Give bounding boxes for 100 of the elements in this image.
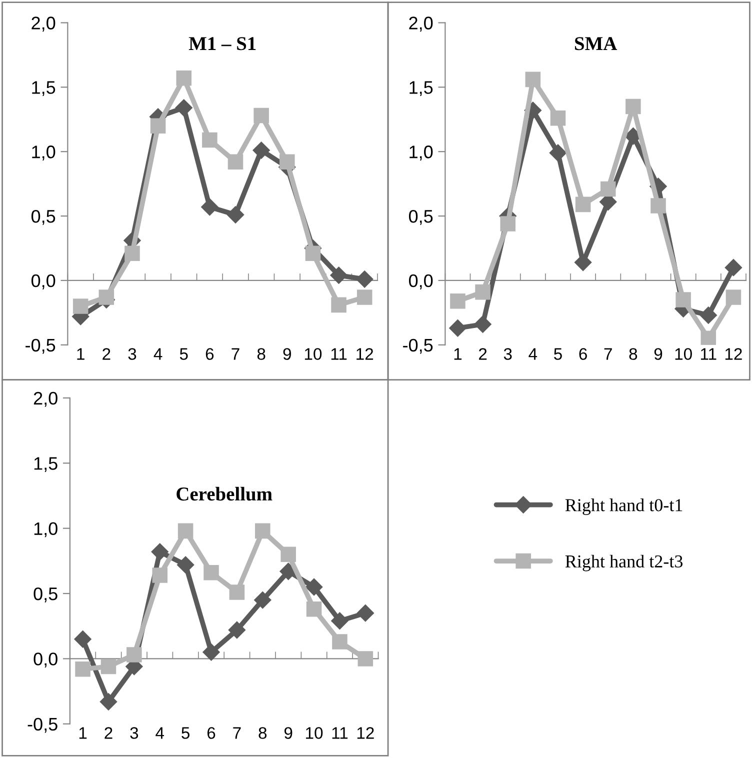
point: [75, 661, 90, 677]
x-tick-label: 11: [331, 348, 347, 360]
point: [124, 246, 140, 262]
text: Cerebellum: [176, 486, 272, 501]
point: [280, 154, 295, 170]
point: [600, 181, 616, 197]
y-tick-label: 1,0: [32, 146, 56, 160]
x-tick-label: 1: [454, 348, 462, 360]
y-tick-label: 1,0: [34, 522, 58, 538]
x-tick-label: 11: [332, 727, 348, 739]
point: [176, 70, 192, 86]
y-tick-label: -0,5: [26, 338, 56, 354]
point: [626, 98, 641, 114]
point: [356, 290, 372, 305]
x-tick-label: 5: [180, 348, 188, 360]
point: [204, 565, 219, 580]
point: [574, 254, 592, 271]
x-tick-label: 9: [284, 727, 292, 739]
point: [549, 144, 567, 162]
point: [450, 293, 466, 309]
x-tick-label: 6: [207, 727, 216, 739]
x-tick-label: 4: [154, 348, 162, 360]
point: [305, 246, 321, 262]
x-tick-label: 2: [102, 348, 110, 360]
x-tick-label: 8: [629, 348, 638, 360]
x-tick-label: 9: [654, 348, 662, 360]
y-tick-label: 0,5: [31, 210, 56, 225]
point: [331, 297, 346, 313]
x-tick-label: 12: [357, 727, 374, 739]
point: [151, 543, 168, 560]
y-tick-label: -0,5: [28, 718, 58, 733]
legend-label: Right hand t2-t3: [565, 554, 683, 572]
point: [202, 132, 218, 148]
point: [228, 154, 244, 170]
x-tick-label: 8: [257, 348, 266, 360]
x-tick-label: 3: [128, 348, 136, 360]
y-tick-label: 0,5: [34, 587, 58, 602]
point: [178, 523, 194, 539]
point: [152, 568, 168, 583]
x-tick-label: 4: [528, 348, 538, 360]
x-tick-label: 2: [478, 348, 487, 360]
point: [500, 216, 516, 232]
x-tick-label: 10: [306, 727, 323, 739]
x-tick-label: 8: [258, 727, 267, 739]
y-tick-label: 1,5: [34, 457, 58, 472]
point: [100, 658, 116, 674]
point: [474, 316, 492, 333]
x-tick-label: 10: [304, 348, 322, 360]
point: [254, 108, 269, 124]
y-tick-label: 1,0: [410, 146, 433, 160]
point: [724, 259, 742, 276]
point: [475, 284, 490, 300]
y-tick-label: 0,0: [408, 274, 433, 290]
point: [74, 630, 92, 648]
x-tick-label: 4: [156, 727, 164, 739]
x-tick-label: 2: [104, 727, 112, 739]
x-tick-label: 6: [206, 348, 214, 360]
point: [726, 290, 742, 305]
x-tick-label: 3: [504, 348, 512, 360]
point: [126, 647, 142, 662]
text: SMA: [575, 37, 618, 50]
point: [98, 290, 114, 305]
y-tick-label: 1,5: [410, 81, 433, 96]
y-tick-label: 2,0: [34, 392, 58, 407]
point: [202, 644, 220, 661]
y-tick-label: 2,0: [32, 16, 56, 32]
x-tick-label: 10: [675, 348, 692, 360]
point: [332, 634, 348, 650]
point: [150, 118, 166, 134]
point: [356, 604, 374, 622]
x-tick-label: 6: [579, 348, 587, 360]
point: [228, 621, 246, 639]
point: [254, 591, 272, 609]
x-tick-label: 1: [77, 348, 84, 360]
point: [330, 266, 348, 284]
x-tick-label: 5: [182, 727, 190, 739]
point: [100, 693, 118, 710]
x-tick-label: 9: [283, 348, 291, 360]
x-tick-label: 12: [356, 348, 374, 360]
point: [305, 578, 323, 596]
x-tick-label: 11: [701, 348, 716, 360]
point: [575, 196, 591, 212]
y-tick-label: 2,0: [409, 16, 433, 32]
y-tick-label: -0,5: [403, 338, 433, 354]
point: [252, 142, 270, 159]
x-tick-label: 5: [554, 348, 562, 360]
text: M1 – S1: [188, 37, 256, 50]
point: [177, 556, 194, 574]
point: [356, 270, 374, 288]
point: [550, 110, 566, 126]
point: [525, 72, 541, 88]
y-tick-label: 0,5: [408, 210, 433, 225]
x-tick-label: 12: [725, 348, 742, 360]
point: [201, 198, 218, 216]
point: [650, 198, 666, 214]
x-tick-label: 7: [604, 348, 612, 360]
y-tick-label: 0,0: [34, 652, 58, 668]
x-tick-label: 7: [232, 348, 240, 360]
point: [226, 206, 244, 224]
point: [175, 99, 192, 116]
